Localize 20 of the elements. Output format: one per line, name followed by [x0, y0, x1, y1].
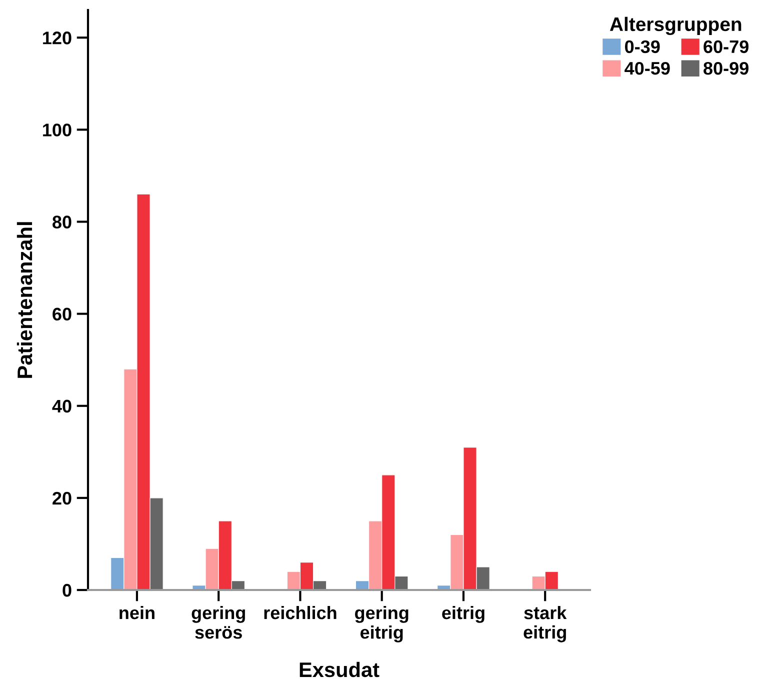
y-tick-label: 40: [52, 400, 72, 413]
y-tick-label: 0: [62, 584, 72, 597]
x-tick-label: nein: [120, 606, 154, 620]
y-tick-label: 120: [43, 32, 72, 44]
legend-label: 40-59: [624, 62, 670, 75]
legend-label: 60-79: [704, 40, 748, 54]
y-tick-label: 100: [43, 124, 72, 136]
x-tick-label: gering eitrig: [355, 606, 408, 642]
legend-label: 0-39: [625, 40, 660, 54]
x-tick-label: reichlich: [264, 606, 336, 620]
legend-label: 80-99: [704, 62, 748, 75]
y-axis-title: Patientenanzahl: [16, 222, 32, 378]
x-axis-title: Exsudat: [300, 662, 380, 678]
x-tick-label: gering serös: [192, 606, 245, 639]
y-tick-label: 80: [52, 216, 72, 228]
x-tick-label: eitrig: [442, 606, 484, 623]
x-tick-label: stark eitrig: [524, 606, 567, 642]
y-tick-label: 60: [52, 308, 72, 321]
y-tick-label: 20: [52, 492, 72, 505]
legend-title: Altersgruppen: [610, 16, 742, 36]
